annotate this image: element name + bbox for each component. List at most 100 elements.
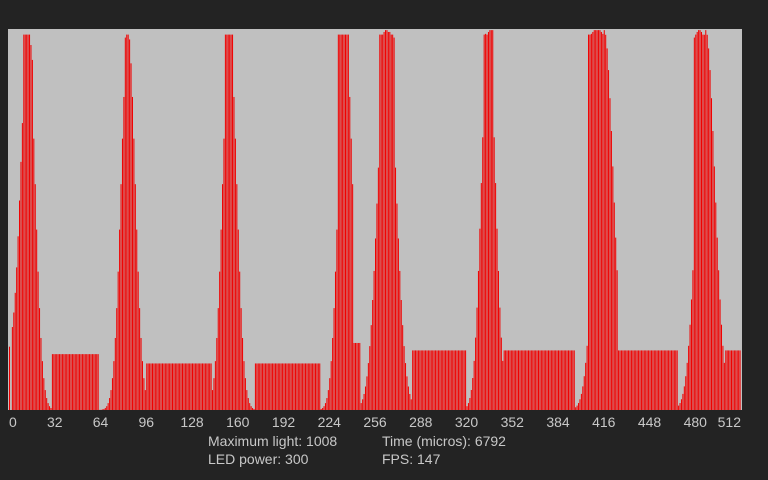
histogram-bar (116, 308, 118, 410)
histogram-bar (383, 31, 385, 410)
histogram-bar (650, 350, 652, 410)
histogram-bar (197, 363, 199, 410)
histogram-bar (314, 363, 316, 410)
histogram-bar (9, 346, 11, 410)
histogram-bar (519, 350, 521, 410)
histogram-bar (253, 408, 255, 410)
histogram-bar (200, 363, 202, 410)
histogram-bar (537, 350, 540, 410)
histogram-bar (685, 376, 687, 410)
histogram-bar (635, 350, 637, 410)
histogram-bar (565, 350, 567, 410)
histogram-bar (452, 350, 454, 410)
x-tick-label: 32 (47, 414, 63, 430)
histogram-bar (117, 271, 119, 410)
histogram-bar (492, 30, 494, 411)
histogram-bar (432, 350, 434, 410)
histogram-bar (109, 398, 111, 410)
histogram-bar (615, 237, 617, 410)
histogram-bar (699, 30, 701, 411)
histogram-bar (403, 346, 405, 410)
histogram-bar (177, 363, 179, 410)
histogram-bar (50, 407, 52, 410)
histogram-bar (223, 138, 225, 410)
histogram-bar (598, 30, 600, 411)
histogram-bar (134, 184, 136, 410)
histogram-bar (59, 354, 61, 410)
histogram-bar (93, 354, 95, 410)
histogram-bar (316, 363, 318, 410)
histogram-bar (532, 350, 534, 410)
histogram-bar (31, 59, 33, 410)
histogram-bar (44, 390, 46, 410)
histogram-bar (546, 350, 548, 410)
histogram-bar (342, 34, 344, 411)
histogram-bar (269, 363, 271, 410)
histogram-bar (70, 354, 72, 410)
histogram-bar (66, 354, 68, 410)
histogram-bar (515, 350, 517, 410)
histogram-bar (385, 30, 387, 411)
histogram-bar (97, 354, 99, 410)
histogram-bar (126, 34, 128, 411)
histogram-bar (224, 34, 226, 411)
histogram-bar (170, 363, 172, 410)
histogram-bar (129, 39, 131, 411)
histogram-bar (96, 354, 98, 410)
x-tick-label: 416 (592, 414, 616, 430)
histogram-bar (14, 292, 16, 410)
histogram-bar (87, 354, 89, 410)
histogram-bar (246, 390, 248, 410)
histogram-bar (343, 34, 345, 411)
histogram-bar (462, 350, 464, 410)
histogram-bar (653, 350, 655, 410)
histogram-bar (144, 390, 146, 410)
histogram-bar (473, 360, 475, 410)
led-power-label: LED power: (208, 451, 282, 467)
histogram-bar (209, 363, 211, 410)
histogram-bar (53, 354, 55, 410)
fps-readout: FPS: 147 (382, 451, 440, 467)
histogram-bar (304, 363, 306, 410)
histogram-bar (164, 363, 166, 410)
histogram-bar (708, 48, 710, 411)
histogram-bar (56, 354, 58, 410)
histogram-bar (558, 350, 560, 410)
histogram-bar (137, 271, 139, 410)
histogram-bar (638, 350, 640, 410)
histogram-bar (507, 350, 509, 410)
histogram-bar (536, 350, 538, 410)
histogram-bar (233, 96, 235, 411)
histogram-bar (377, 167, 379, 410)
histogram-bar (593, 30, 595, 411)
histogram-bar (280, 363, 282, 410)
histogram-bar (150, 363, 152, 410)
histogram-bar (367, 363, 369, 410)
histogram-bar (672, 350, 674, 410)
histogram-bar (149, 363, 151, 410)
histogram-bar (463, 350, 465, 410)
time-label: Time (micros): (382, 433, 471, 449)
histogram-bar (533, 350, 535, 410)
histogram-bar (54, 354, 56, 410)
histogram-bar (725, 350, 727, 410)
histogram-bar (366, 376, 368, 410)
histogram-bar (643, 350, 645, 410)
histogram-bar (698, 30, 700, 411)
histogram-bar (658, 350, 660, 410)
histogram-bar (242, 337, 244, 410)
histogram-bar (39, 308, 41, 410)
histogram-bar (502, 360, 504, 410)
histogram-bar (392, 34, 394, 411)
histogram-bar (232, 34, 234, 411)
histogram-bar (665, 350, 667, 410)
led-power-value: 300 (285, 451, 309, 467)
histogram-bar (466, 406, 468, 410)
histogram-bar (493, 137, 495, 411)
histogram-bar (350, 138, 352, 410)
x-tick-label: 448 (638, 414, 662, 430)
histogram-bar (192, 363, 194, 410)
histogram-bar (679, 403, 681, 410)
histogram-bar (103, 408, 105, 410)
histogram-bar (240, 308, 242, 410)
